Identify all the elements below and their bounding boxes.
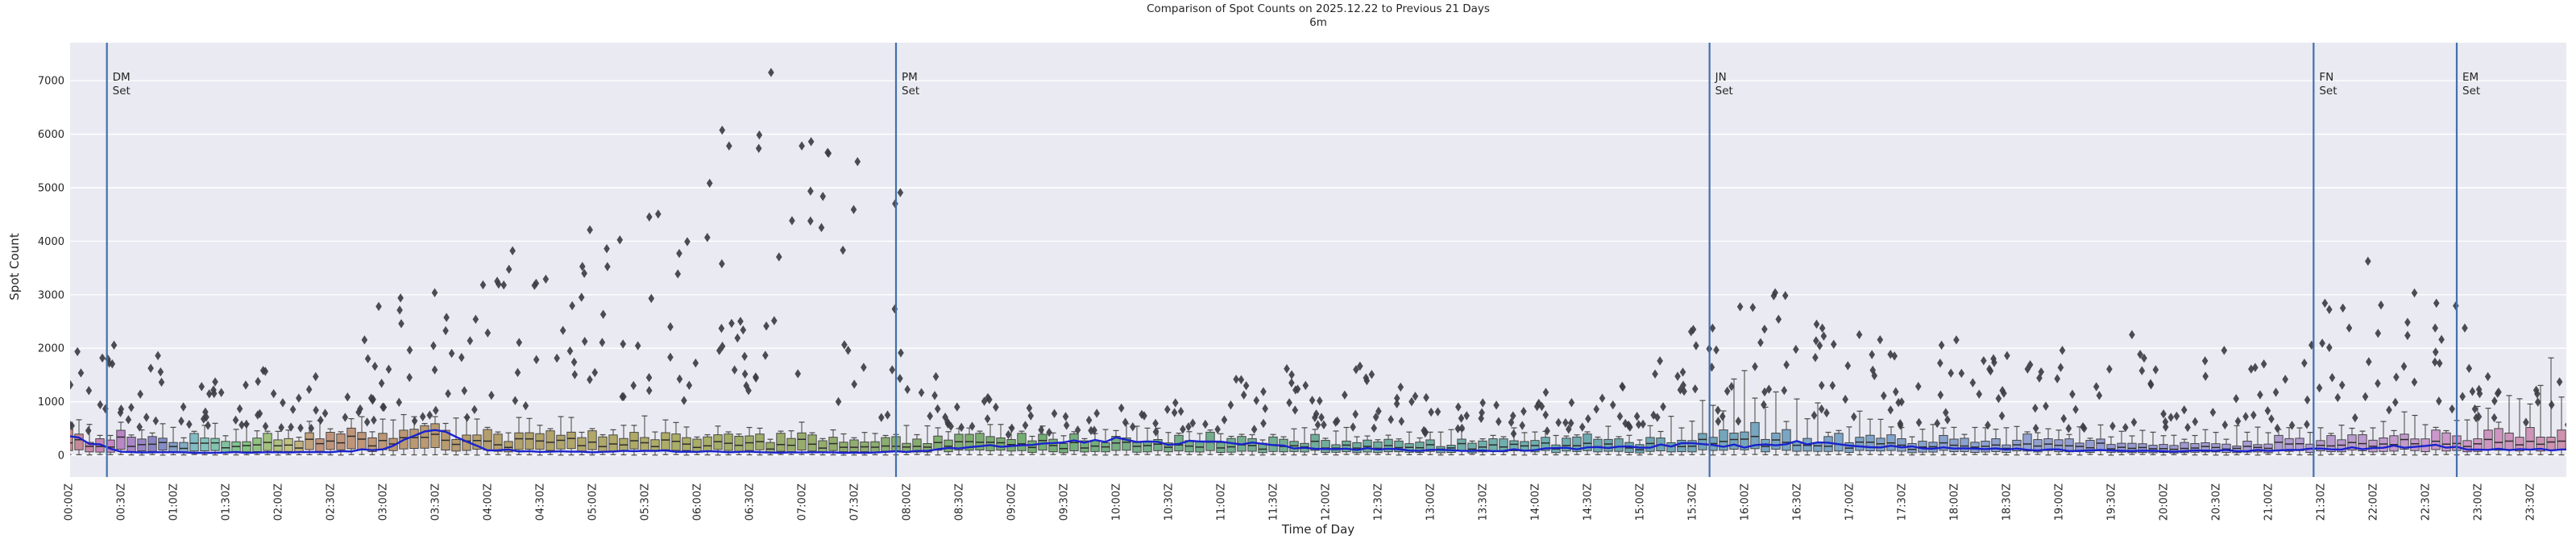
- set-marker-label-dm: DM Set: [113, 71, 131, 97]
- svg-text:1000: 1000: [38, 396, 64, 409]
- svg-text:04:30Z: 04:30Z: [535, 483, 547, 521]
- svg-text:05:00Z: 05:00Z: [587, 483, 599, 521]
- svg-text:19:00Z: 19:00Z: [2054, 483, 2066, 521]
- svg-text:16:30Z: 16:30Z: [1792, 483, 1804, 521]
- svg-text:22:00Z: 22:00Z: [2368, 483, 2380, 521]
- svg-text:06:30Z: 06:30Z: [745, 483, 757, 521]
- svg-text:15:00Z: 15:00Z: [1635, 483, 1647, 521]
- svg-text:03:00Z: 03:00Z: [378, 483, 390, 521]
- svg-text:23:00Z: 23:00Z: [2473, 483, 2485, 521]
- svg-text:17:30Z: 17:30Z: [1897, 483, 1909, 521]
- set-marker-label-fn: FN Set: [2319, 71, 2337, 97]
- svg-text:0: 0: [58, 450, 64, 463]
- set-markers: DM Set PM Set JN Set FN Set EM Set: [106, 43, 2480, 477]
- svg-text:04:00Z: 04:00Z: [483, 483, 495, 521]
- svg-text:22:30Z: 22:30Z: [2420, 483, 2433, 521]
- svg-text:00:30Z: 00:30Z: [116, 483, 128, 521]
- svg-text:08:00Z: 08:00Z: [902, 483, 914, 521]
- outlier-diamonds[interactable]: [67, 68, 2576, 440]
- set-marker-label-em: EM Set: [2462, 71, 2480, 97]
- svg-text:18:30Z: 18:30Z: [2001, 483, 2014, 521]
- x-axis-label: Time of Day: [1281, 522, 1355, 537]
- svg-text:6000: 6000: [38, 129, 64, 141]
- svg-text:16:00Z: 16:00Z: [1740, 483, 1752, 521]
- svg-text:19:30Z: 19:30Z: [2106, 483, 2118, 521]
- svg-text:18:00Z: 18:00Z: [1949, 483, 1961, 521]
- svg-text:01:30Z: 01:30Z: [221, 483, 233, 521]
- svg-text:21:30Z: 21:30Z: [2316, 483, 2328, 521]
- svg-text:7000: 7000: [38, 76, 64, 88]
- svg-text:03:30Z: 03:30Z: [430, 483, 442, 521]
- set-marker-label-pm: PM Set: [902, 71, 919, 97]
- today-spot-count-line[interactable]: [68, 429, 2572, 454]
- svg-text:13:00Z: 13:00Z: [1425, 483, 1437, 521]
- svg-text:17:00Z: 17:00Z: [1844, 483, 1856, 521]
- svg-text:11:30Z: 11:30Z: [1268, 483, 1280, 521]
- svg-text:07:30Z: 07:30Z: [849, 483, 861, 521]
- svg-text:23:30Z: 23:30Z: [2525, 483, 2537, 521]
- svg-text:10:30Z: 10:30Z: [1164, 483, 1176, 521]
- set-marker-label-jn: JN Set: [1715, 71, 1733, 97]
- svg-text:10:00Z: 10:00Z: [1111, 483, 1123, 521]
- svg-text:14:00Z: 14:00Z: [1530, 483, 1542, 521]
- svg-text:3000: 3000: [38, 289, 64, 301]
- svg-text:00:00Z: 00:00Z: [64, 483, 76, 521]
- svg-text:09:00Z: 09:00Z: [1006, 483, 1018, 521]
- svg-text:14:30Z: 14:30Z: [1583, 483, 1595, 521]
- chart-subtitle: 6m: [1309, 16, 1327, 29]
- svg-text:09:30Z: 09:30Z: [1059, 483, 1071, 521]
- svg-text:02:00Z: 02:00Z: [273, 483, 285, 521]
- svg-text:05:30Z: 05:30Z: [640, 483, 652, 521]
- svg-text:12:00Z: 12:00Z: [1321, 483, 1333, 521]
- x-tick-labels: 00:00Z 00:30Z 01:00Z 01:30Z 02:00Z 02:30Z 03:0…: [64, 483, 2537, 521]
- svg-text:06:00Z: 06:00Z: [692, 483, 704, 521]
- svg-text:4000: 4000: [38, 236, 64, 248]
- svg-text:15:30Z: 15:30Z: [1687, 483, 1699, 521]
- y-tick-labels: 0 1000 2000 3000 4000 5000 6000 7000: [38, 76, 64, 463]
- y-axis-label: Spot Count: [7, 233, 22, 301]
- svg-text:20:00Z: 20:00Z: [2159, 483, 2171, 521]
- svg-text:20:30Z: 20:30Z: [2211, 483, 2223, 521]
- svg-text:5000: 5000: [38, 183, 64, 195]
- grid-lines: [70, 80, 2566, 456]
- svg-text:08:30Z: 08:30Z: [954, 483, 966, 521]
- svg-text:2000: 2000: [38, 343, 64, 355]
- svg-text:01:00Z: 01:00Z: [168, 483, 180, 521]
- plot-background: [70, 43, 2566, 477]
- svg-text:12:30Z: 12:30Z: [1373, 483, 1385, 521]
- svg-text:13:30Z: 13:30Z: [1478, 483, 1490, 521]
- svg-text:21:00Z: 21:00Z: [2263, 483, 2275, 521]
- svg-text:11:00Z: 11:00Z: [1216, 483, 1228, 521]
- svg-text:07:00Z: 07:00Z: [797, 483, 809, 521]
- chart-title: Comparison of Spot Counts on 2025.12.22 …: [1147, 2, 1490, 15]
- svg-text:02:30Z: 02:30Z: [326, 483, 338, 521]
